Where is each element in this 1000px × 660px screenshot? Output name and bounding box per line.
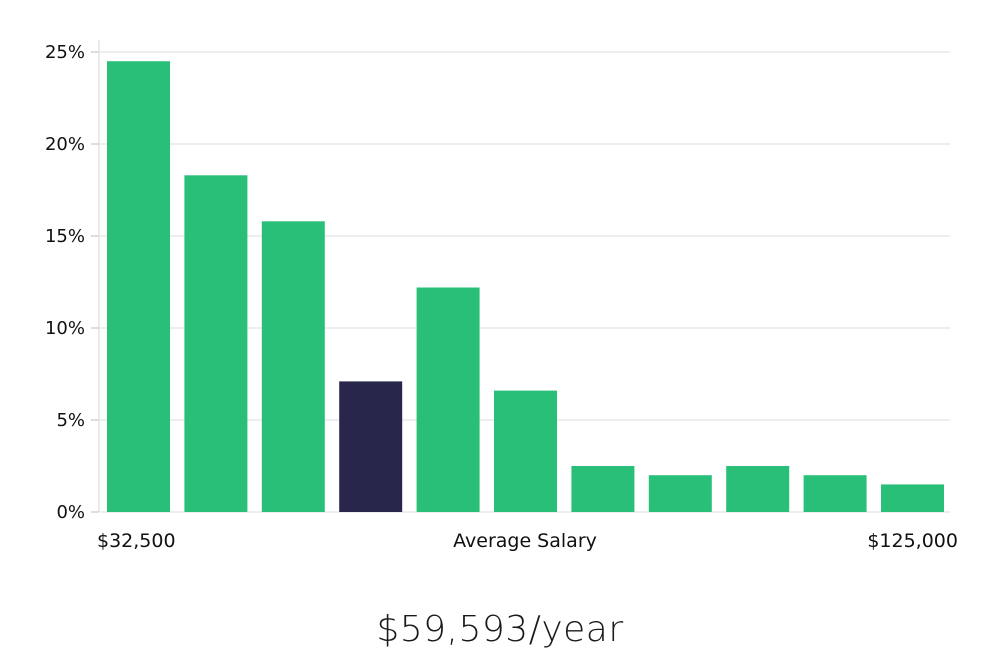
y-tick-label: 5% (56, 410, 85, 431)
x-center-label: Average Salary (453, 530, 597, 552)
y-tick-label: 25% (45, 42, 85, 63)
bar (571, 466, 635, 512)
average-salary-value: $59,593/year (376, 609, 624, 650)
bar (416, 287, 480, 512)
bar (881, 484, 944, 512)
y-tick-label: 0% (56, 502, 85, 523)
y-tick-label: 20% (45, 134, 85, 155)
y-axis-tick-labels: 0% 5% 10% 15% 20% 25% (45, 42, 99, 523)
x-min-label: $32,500 (97, 530, 176, 552)
x-max-label: $125,000 (867, 530, 958, 552)
bar (494, 390, 557, 512)
bars (107, 61, 944, 513)
bar (184, 175, 248, 513)
bar (261, 221, 325, 513)
bar (648, 475, 712, 512)
bar (726, 466, 790, 512)
bar (803, 475, 867, 512)
y-tick-label: 10% (45, 318, 85, 339)
bar (107, 61, 170, 512)
salary-histogram-chart: 0%5%10%15%20%25% $32,500 Average Salary … (45, 40, 958, 552)
y-tick-label: 15% (45, 226, 85, 247)
bar-highlighted (339, 381, 403, 512)
